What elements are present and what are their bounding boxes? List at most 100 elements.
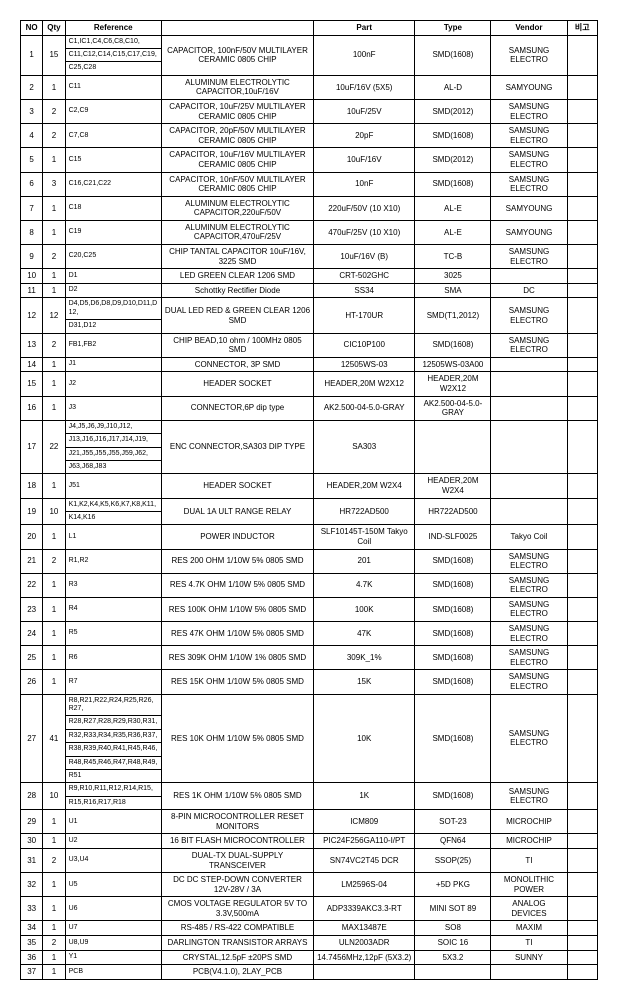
cell-qty: 1 [43,897,65,921]
cell-part: HT-170UR [314,298,415,333]
cell-type: SMD(2012) [415,148,491,172]
cell-no: 26 [21,670,43,694]
cell-part: 14.7456MHz,12pF (5X3.2) [314,950,415,965]
table-row: 251R6RES 309K OHM 1/10W 1% 0805 SMD309K_… [21,646,598,670]
table-row: 291U18-PIN MICROCONTROLLER RESET MONITOR… [21,810,598,834]
cell-type: SMD(T1,2012) [415,298,491,333]
table-row: 312U3,U4DUAL-TX DUAL-SUPPLY TRANSCEIVERS… [21,848,598,872]
cell-type: SMD(1608) [415,172,491,196]
cell-type: SMD(1608) [415,597,491,621]
cell-part: 12505WS-03 [314,357,415,372]
cell-vendor: SUNNY [491,950,567,965]
cell-desc: RS-485 / RS-422 COMPATIBLE [161,921,313,936]
cell-vendor: SAMSUNG ELECTRO [491,124,567,148]
cell-qty: 1 [43,75,65,99]
cell-qty: 1 [43,220,65,244]
cell-ref: R32,R33,R34,R35,R36,R37, [65,729,161,742]
cell-desc: RES 4.7K OHM 1/10W 5% 0805 SMD [161,573,313,597]
cell-qty: 2 [43,99,65,123]
cell-desc: ALUMINUM ELECTROLYTIC CAPACITOR,470uF/25… [161,220,313,244]
cell-ref: C11,C12,C14,C15,C17,C19, [65,48,161,61]
cell-desc: CONNECTOR,6P dip type [161,396,313,420]
cell-ref: R7 [65,670,161,694]
cell-ref: C7,C8 [65,124,161,148]
cell-desc: CAPACITOR, 10nF/50V MULTILAYER CERAMIC 0… [161,172,313,196]
cell-desc: CHIP BEAD,10 ohm / 100MHz 0805 SMD [161,333,313,357]
cell-qty: 2 [43,549,65,573]
cell-type: AL-D [415,75,491,99]
table-row: 301U216 BIT FLASH MICROCONTROLLERPIC24F2… [21,834,598,849]
table-row: 42C7,C8CAPACITOR, 20pF/50V MULTILAYER CE… [21,124,598,148]
table-row: 331U6CMOS VOLTAGE REGULATOR 5V TO 3.3V,5… [21,897,598,921]
cell-vendor: SAMSUNG ELECTRO [491,298,567,333]
cell-part: LM2596S-04 [314,873,415,897]
cell-vendor: SAMSUNG ELECTRO [491,783,567,810]
cell-no: 4 [21,124,43,148]
cell-type: SMD(1608) [415,573,491,597]
cell-no: 17 [21,420,43,474]
cell-note [567,873,598,897]
cell-part: HR722AD500 [314,498,415,525]
cell-vendor: SAMSUNG ELECTRO [491,597,567,621]
cell-ref: J1 [65,357,161,372]
cell-note [567,525,598,549]
cell-desc: DC DC STEP-DOWN CONVERTER 12V-28V / 3A [161,873,313,897]
table-row: 212R1,R2RES 200 OHM 1/10W 5% 0805 SMD201… [21,549,598,573]
cell-ref: U3,U4 [65,848,161,872]
cell-note [567,670,598,694]
cell-ref: C20,C25 [65,245,161,269]
cell-part: 10uF/16V (5X5) [314,75,415,99]
cell-qty: 2 [43,333,65,357]
cell-note [567,35,598,75]
cell-part: CIC10P100 [314,333,415,357]
cell-note [567,622,598,646]
col-qty: Qty [43,21,65,36]
cell-qty: 1 [43,965,65,980]
cell-note [567,897,598,921]
cell-note [567,196,598,220]
cell-vendor: SAMSUNG ELECTRO [491,573,567,597]
cell-vendor: MAXIM [491,921,567,936]
cell-qty: 1 [43,950,65,965]
col-part: Part [314,21,415,36]
table-row: 321U5DC DC STEP-DOWN CONVERTER 12V-28V /… [21,873,598,897]
cell-desc: DUAL 1A ULT RANGE RELAY [161,498,313,525]
cell-type: QFN64 [415,834,491,849]
cell-type: SMA [415,283,491,298]
cell-ref: C1,IC1,C4,C6,C8,C10, [65,35,161,48]
table-row: 161J3CONNECTOR,6P dip typeAK2.500-04-5.0… [21,396,598,420]
cell-ref: C18 [65,196,161,220]
cell-ref: R6 [65,646,161,670]
cell-no: 25 [21,646,43,670]
table-row: 115C1,IC1,C4,C6,C8,C10,CAPACITOR, 100nF/… [21,35,598,48]
cell-no: 29 [21,810,43,834]
table-row: 1212D4,D5,D6,D8,D9,D10,D11,D12,DUAL LED … [21,298,598,320]
cell-vendor [491,498,567,525]
cell-vendor: SAMYOUNG [491,220,567,244]
cell-qty: 10 [43,783,65,810]
cell-qty: 12 [43,298,65,333]
cell-desc: 8-PIN MICROCONTROLLER RESET MONITORS [161,810,313,834]
cell-ref: R3 [65,573,161,597]
bom-table: NO Qty Reference Part Type Vendor 비고 115… [20,20,598,980]
cell-type: SMD(2012) [415,99,491,123]
cell-part: 100nF [314,35,415,75]
cell-note [567,245,598,269]
cell-note [567,950,598,965]
cell-part: SA303 [314,420,415,474]
cell-note [567,936,598,951]
cell-part: 47K [314,622,415,646]
cell-vendor [491,269,567,284]
cell-note [567,921,598,936]
cell-ref: R28,R27,R28,R29,R30,R31, [65,716,161,729]
cell-part: 10uF/16V (B) [314,245,415,269]
cell-vendor: SAMSUNG ELECTRO [491,670,567,694]
cell-no: 8 [21,220,43,244]
cell-part: ADP3339AKC3.3-RT [314,897,415,921]
cell-part: 10uF/16V [314,148,415,172]
cell-note [567,420,598,474]
cell-no: 23 [21,597,43,621]
col-vendor: Vendor [491,21,567,36]
cell-desc: POWER INDUCTOR [161,525,313,549]
cell-ref: R51 [65,769,161,782]
